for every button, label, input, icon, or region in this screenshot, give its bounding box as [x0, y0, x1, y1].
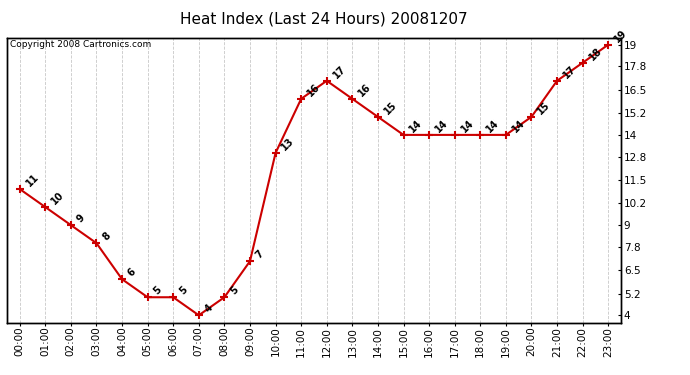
Text: 7: 7 [254, 249, 266, 260]
Text: 10: 10 [50, 190, 66, 206]
Text: 5: 5 [177, 285, 189, 297]
Text: 18: 18 [586, 45, 604, 62]
Text: 17: 17 [561, 63, 578, 80]
Text: 16: 16 [357, 81, 373, 98]
Text: 5: 5 [152, 285, 164, 297]
Text: 4: 4 [203, 303, 215, 315]
Text: 14: 14 [433, 117, 450, 134]
Text: 19: 19 [612, 27, 629, 44]
Text: 14: 14 [459, 117, 475, 134]
Text: 14: 14 [408, 117, 424, 134]
Text: Copyright 2008 Cartronics.com: Copyright 2008 Cartronics.com [10, 40, 151, 50]
Text: 15: 15 [382, 99, 399, 116]
Text: 8: 8 [101, 230, 112, 242]
Text: 16: 16 [305, 81, 322, 98]
Text: 6: 6 [126, 267, 138, 278]
Text: 11: 11 [24, 172, 41, 188]
Text: 15: 15 [535, 99, 552, 116]
Text: Heat Index (Last 24 Hours) 20081207: Heat Index (Last 24 Hours) 20081207 [181, 11, 468, 26]
Text: 13: 13 [279, 135, 296, 152]
Text: 9: 9 [75, 213, 87, 224]
Text: 17: 17 [331, 63, 348, 80]
Text: 5: 5 [228, 285, 240, 297]
Text: 14: 14 [484, 117, 501, 134]
Text: 14: 14 [510, 117, 526, 134]
